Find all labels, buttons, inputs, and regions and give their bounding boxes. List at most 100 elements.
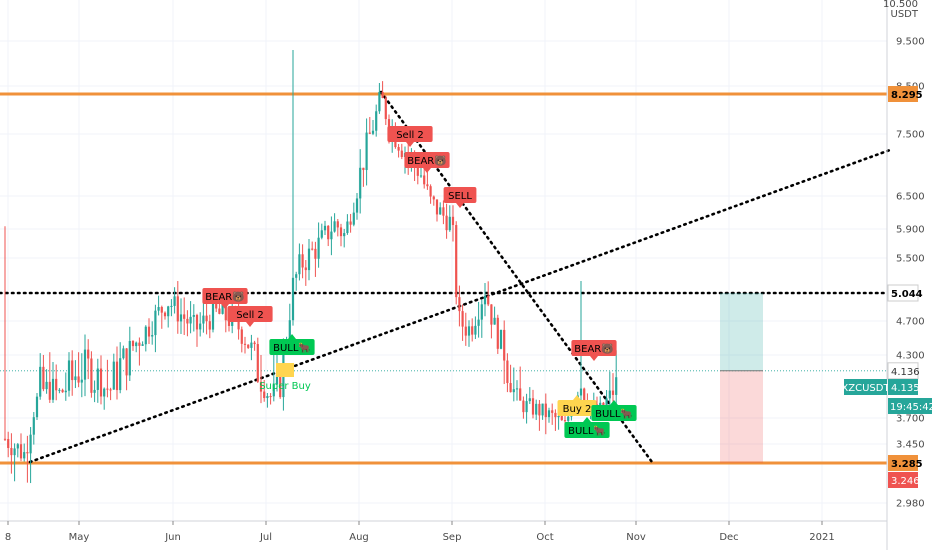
candle-body: [227, 320, 231, 326]
candle-body: [211, 301, 215, 330]
signal-bull: [591, 405, 637, 421]
y-tick-label: 3.700: [896, 414, 925, 425]
candle-body: [167, 306, 170, 317]
level-tag: [888, 86, 918, 102]
candle-body: [371, 130, 375, 134]
candle-body: [375, 111, 378, 131]
candle-body: [432, 196, 435, 200]
signal-pointer: [590, 356, 598, 361]
candle-body: [291, 277, 295, 321]
candle-body: [522, 400, 525, 413]
profit-zone[interactable]: [720, 293, 763, 371]
candle-body: [301, 254, 304, 268]
candle-body: [157, 307, 160, 311]
candle-body: [74, 376, 77, 381]
candle-body: [26, 452, 29, 454]
y-tick-label: 5.900: [896, 225, 925, 236]
candle-body: [176, 296, 179, 322]
price-axis[interactable]: 9.5008.5007.5006.5005.9005.5004.7004.300…: [841, 0, 932, 550]
candle-body: [503, 329, 506, 361]
candle-body: [439, 207, 442, 215]
candle-body: [605, 398, 608, 407]
y-tick-label: 5.500: [896, 254, 925, 265]
candle-body: [259, 381, 263, 392]
candle-body: [80, 379, 83, 383]
candle-body: [327, 225, 330, 240]
candle-body: [295, 274, 298, 278]
candle-body: [128, 340, 131, 376]
y-tick-label: 6.500: [896, 192, 925, 203]
price-tag-label: 4.135: [891, 383, 920, 394]
candle-body: [608, 390, 611, 399]
candle-body: [10, 447, 13, 456]
signal-sell-label: Sell 2: [236, 310, 264, 321]
price-tag: [888, 379, 918, 395]
signal-pointer: [221, 304, 229, 309]
candle-body: [275, 374, 279, 385]
x-tick-label: Sep: [443, 532, 462, 543]
candle-body: [519, 388, 522, 401]
level-tag: [888, 455, 918, 471]
horizontal-levels: [0, 92, 889, 465]
signal-bear: [571, 340, 617, 356]
loss-zone[interactable]: [720, 370, 763, 463]
candle-body: [429, 186, 432, 197]
candle-body: [83, 349, 87, 380]
candle-body: [359, 167, 362, 199]
signal-sell: [227, 306, 273, 322]
time-axis[interactable]: 8 May Jun Jul Aug Sep Oct Nov Dec 2021: [0, 520, 887, 543]
trendline[interactable]: [379, 90, 654, 464]
candle-body: [445, 215, 448, 231]
candle-body: [314, 248, 317, 259]
candle-body: [298, 254, 301, 275]
candle-body: [106, 388, 109, 390]
countdown-tag: [888, 398, 932, 414]
candle-body: [151, 335, 154, 337]
price-tag: [887, 362, 919, 380]
candle-body: [477, 319, 480, 326]
x-tick-label: Jun: [164, 532, 181, 543]
candle-body: [579, 388, 583, 396]
candle-body: [557, 415, 560, 418]
candle-body: [583, 388, 586, 401]
signal-super-buy: Super Buy: [259, 381, 311, 392]
candle-body: [419, 175, 423, 177]
level-tag-label: 8.295: [891, 90, 923, 101]
candle-body: [288, 320, 291, 343]
candle-body: [528, 398, 531, 402]
candle-body: [93, 389, 96, 393]
candle-body: [455, 225, 458, 298]
x-tick-label: May: [69, 532, 90, 543]
candle-body: [304, 267, 307, 271]
candle-body: [442, 207, 445, 216]
signal-pointer: [246, 322, 254, 327]
candle-body: [179, 314, 183, 322]
countdown-label: 19:45:42: [890, 402, 932, 413]
signal-bear-label: BEAR🐻: [574, 342, 614, 355]
signal-bull-label: BULL🐂: [568, 425, 606, 437]
candle-body: [387, 119, 391, 133]
candle-body: [307, 248, 311, 271]
candle-body: [493, 317, 496, 325]
signal-pointer: [610, 400, 618, 405]
candle-body: [45, 381, 48, 390]
candle-body: [135, 342, 138, 347]
y-tick-label: 4.700: [896, 317, 925, 328]
candle-body: [90, 358, 93, 393]
y-tick-label: 4.300: [896, 351, 925, 362]
price-tag: [888, 472, 918, 488]
candle-body: [426, 184, 429, 187]
candle-body: [563, 420, 567, 422]
candle-body: [480, 304, 483, 320]
signal-bull: [564, 422, 610, 438]
level-tag-label: 5.044: [891, 289, 923, 300]
signal-bull: [269, 339, 315, 355]
candle-body: [474, 325, 477, 335]
candle-body: [64, 390, 67, 393]
candle-body: [144, 326, 147, 345]
candle-body: [240, 329, 243, 344]
candle-body: [416, 165, 419, 176]
signal-bear: [404, 152, 450, 168]
candle-body: [183, 314, 186, 319]
